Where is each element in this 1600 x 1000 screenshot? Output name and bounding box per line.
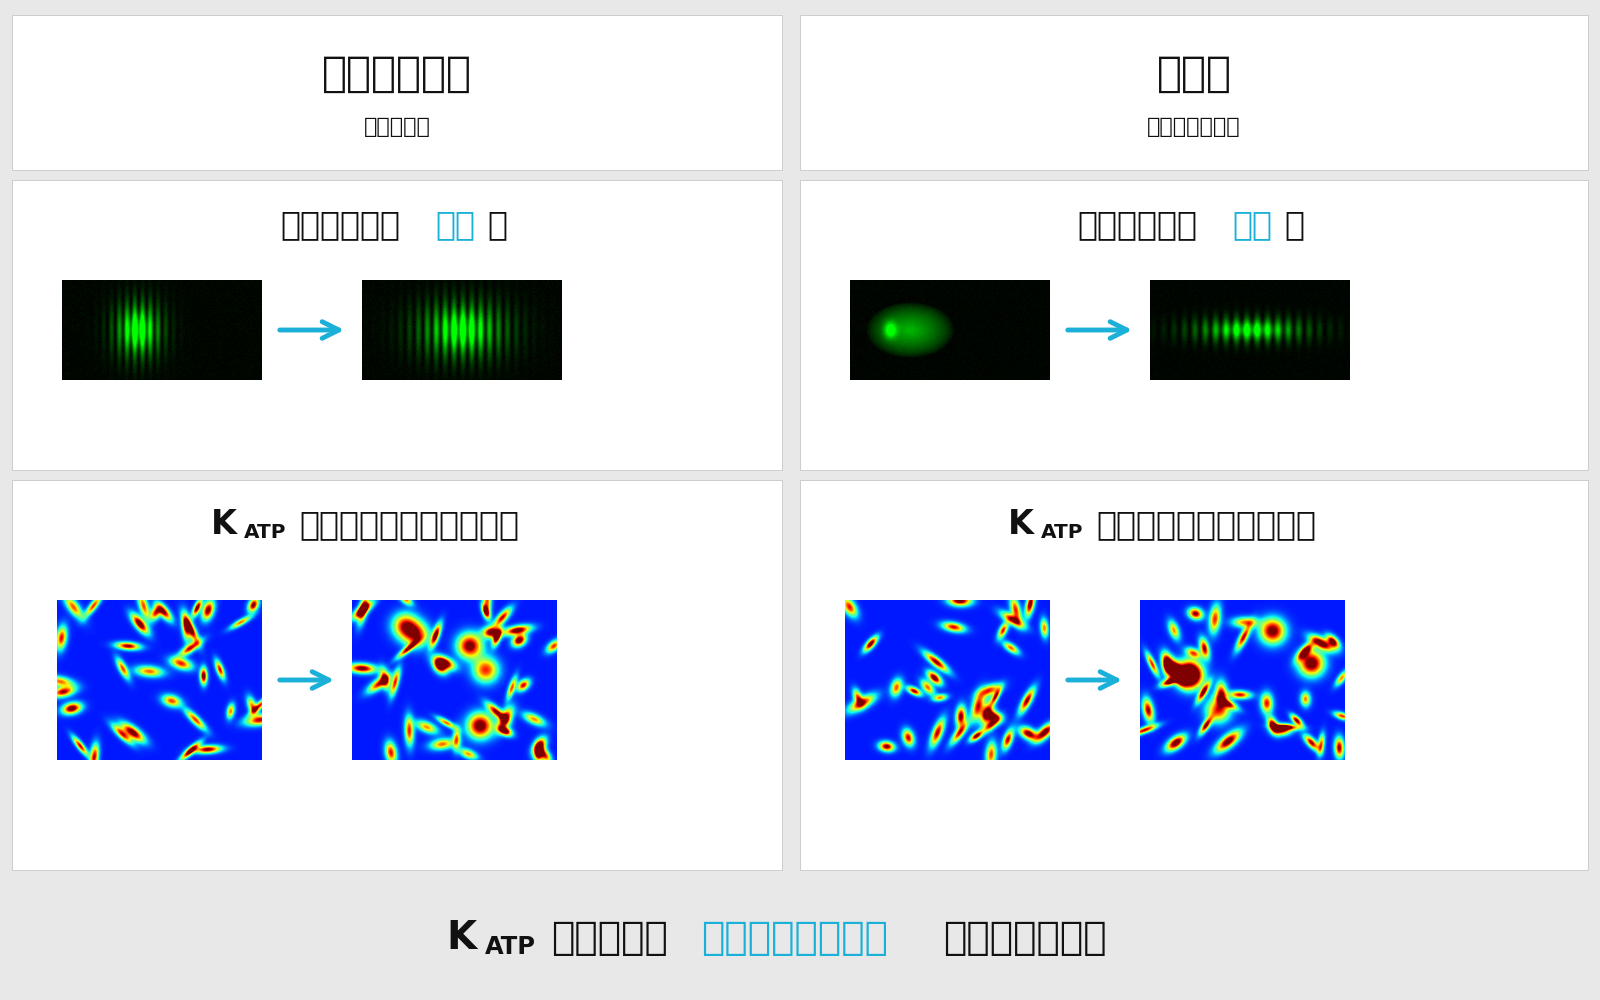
Text: ATP: ATP	[1042, 524, 1083, 542]
Text: 活性化される。: 活性化される。	[942, 919, 1107, 957]
Text: チャネルのゲーティング: チャネルのゲーティング	[299, 508, 518, 542]
Bar	[13, 180, 782, 470]
Bar	[13, 15, 782, 170]
Text: チャネルは: チャネルは	[550, 919, 667, 957]
Bar	[800, 480, 1587, 870]
Text: （機械的圧縮）: （機械的圧縮）	[1147, 117, 1242, 137]
Text: 細胞の変形（: 細胞の変形（	[1078, 209, 1198, 241]
Bar	[845, 600, 1050, 760]
Bar	[13, 480, 782, 870]
Bar	[362, 280, 562, 380]
Text: どちらの刹激でも: どちらの刹激でも	[701, 919, 888, 957]
Text: 細胞の変形（: 細胞の変形（	[282, 209, 402, 241]
Text: ミノキシジル: ミノキシジル	[322, 53, 472, 95]
Bar	[800, 180, 1587, 470]
Text: ）: ）	[488, 209, 507, 241]
Text: ）: ）	[1285, 209, 1304, 241]
Text: 拡張: 拡張	[435, 209, 475, 241]
Bar	[800, 15, 1587, 170]
Bar	[62, 280, 262, 380]
Bar	[1139, 600, 1346, 760]
Bar	[352, 600, 557, 760]
Text: （発毛剤）: （発毛剤）	[363, 117, 430, 137]
Text: ATP: ATP	[485, 935, 536, 959]
Text: K: K	[446, 919, 477, 957]
Text: 超音波: 超音波	[1157, 53, 1232, 95]
Text: K: K	[211, 508, 237, 542]
Text: チャネルのゲーティング: チャネルのゲーティング	[1096, 508, 1317, 542]
Bar	[1150, 280, 1350, 380]
Bar	[850, 280, 1050, 380]
Bar	[58, 600, 262, 760]
Text: 圧縮: 圧縮	[1232, 209, 1272, 241]
Text: ATP: ATP	[245, 524, 286, 542]
Text: K: K	[1008, 508, 1034, 542]
